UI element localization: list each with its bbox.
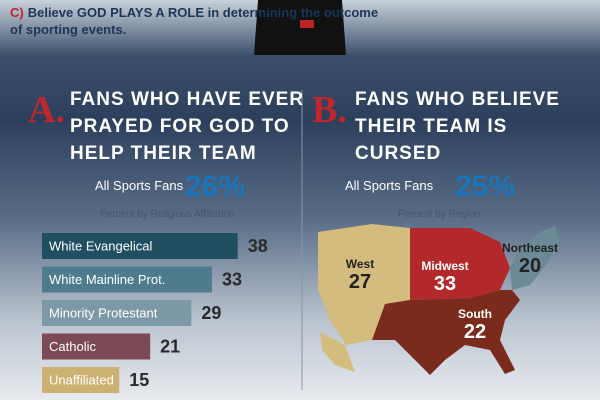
region-value: 20: [519, 255, 541, 277]
region-label: West: [346, 257, 374, 271]
region-value: 33: [434, 273, 456, 295]
bar-value: 38: [248, 236, 268, 256]
bar-value: 21: [160, 336, 180, 356]
bar-label: White Mainline Prot.: [49, 272, 165, 287]
region-label: Midwest: [421, 259, 468, 273]
subtitle: Percent by Religious Affiliation: [100, 209, 234, 220]
panel-letter: B.: [312, 89, 347, 131]
region-south: [372, 290, 520, 375]
bar-label: White Evangelical: [49, 238, 152, 253]
header-marker: C): [10, 5, 24, 20]
region-alaska: [320, 332, 355, 372]
panel-letter: A.: [28, 89, 65, 131]
region-label: Northeast: [502, 241, 558, 255]
header-text: Believe GOD PLAYS A ROLE in determining …: [10, 5, 379, 37]
bar-label: Catholic: [49, 339, 96, 354]
bar: [42, 300, 192, 326]
panel-b: FANS WHO BELIEVE THEIR TEAM IS CURSED All S…: [318, 89, 560, 375]
subtitle: Percent by Region: [398, 209, 480, 220]
bar: [42, 333, 151, 360]
region-west: [318, 224, 410, 345]
bar-label: Minority Protestant: [49, 305, 158, 320]
panel-title: FANS WHO BELIEVE THEIR TEAM IS CURSED: [355, 89, 560, 164]
overall-label: All Sports Fans: [95, 178, 184, 193]
bar-value: 29: [201, 303, 221, 323]
overall-value: 26%: [185, 170, 245, 203]
panel-a: FANS WHO HAVE EVER PRAYED FOR GOD TO HELP …: [42, 89, 304, 393]
region-label: South: [458, 307, 492, 321]
bar: [42, 266, 212, 293]
bar-value: 33: [222, 269, 242, 289]
header: C) Believe GOD PLAYS A ROLE in determinin…: [10, 4, 390, 38]
bar: [42, 367, 120, 393]
jersey-tag: [300, 20, 314, 28]
region-value: 27: [349, 271, 371, 293]
bar: [42, 233, 238, 259]
panel-title: FANS WHO HAVE EVER PRAYED FOR GOD TO HELP …: [70, 89, 304, 164]
overall-label: All Sports Fans: [345, 178, 434, 193]
region-value: 22: [464, 321, 486, 343]
bar-value: 15: [129, 370, 149, 390]
region-midwest: [410, 228, 510, 300]
region-northeast: [510, 226, 560, 290]
bar-label: Unaffiliated: [49, 372, 114, 387]
overall-value: 25%: [455, 170, 515, 203]
